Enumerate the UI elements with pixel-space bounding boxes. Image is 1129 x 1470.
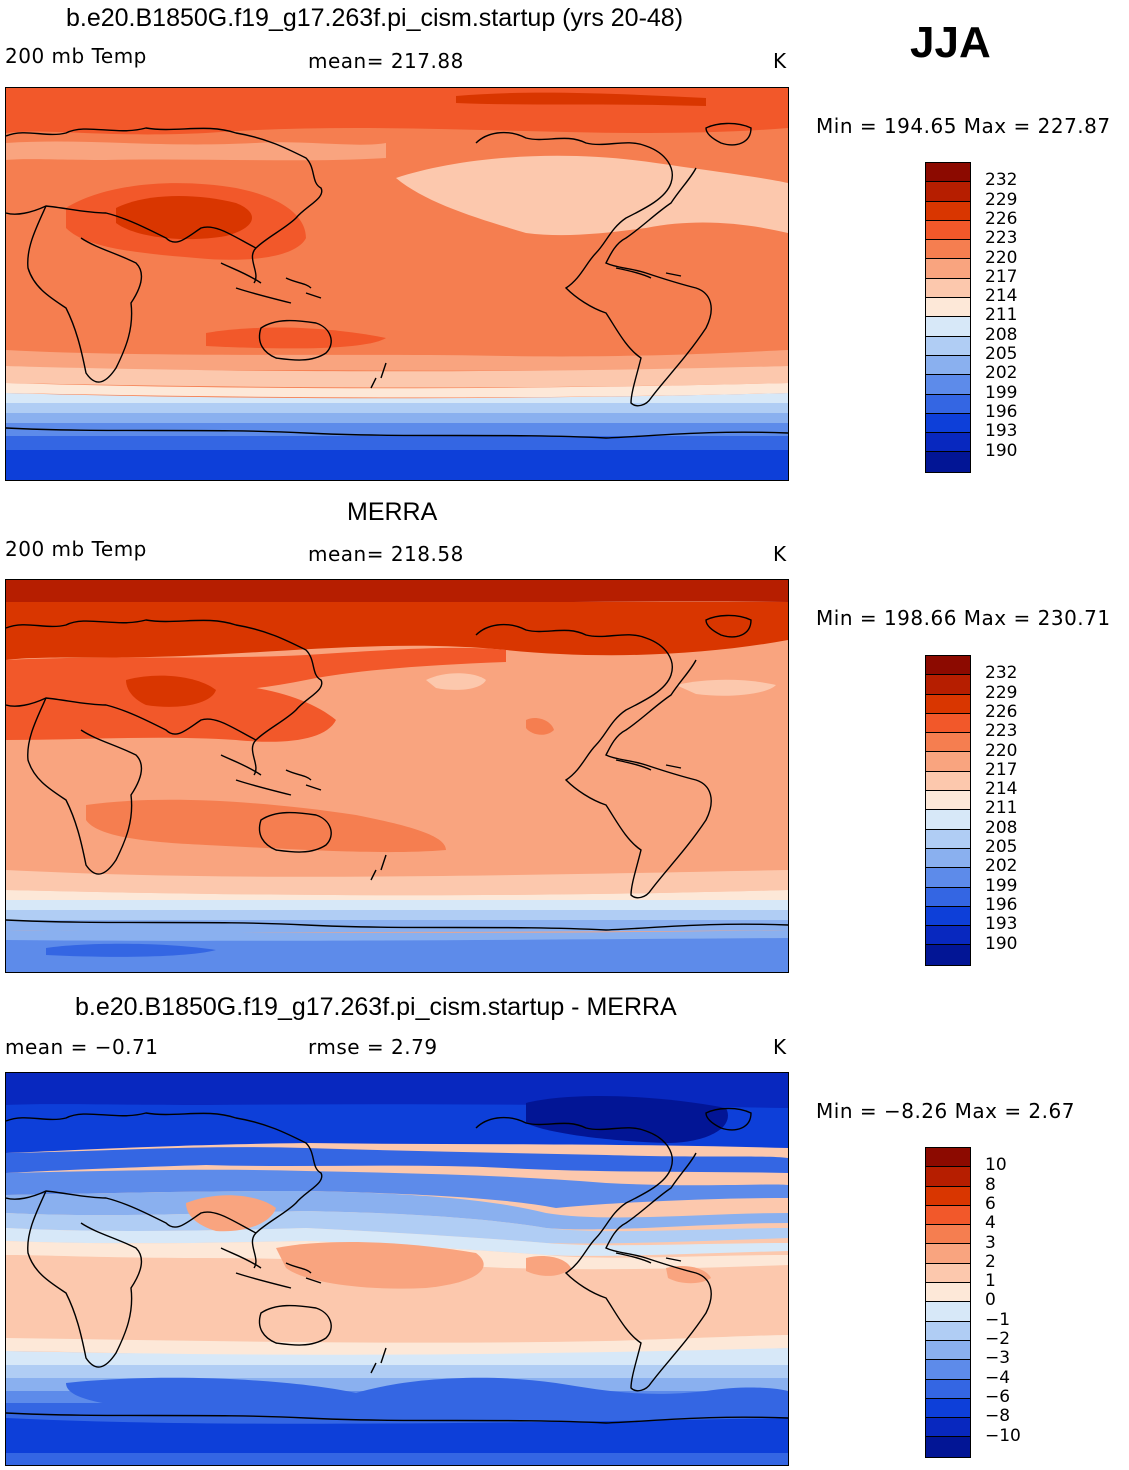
colorbar-tick-label: 229 bbox=[985, 189, 1018, 210]
colorbar-tick-label: 223 bbox=[985, 721, 1018, 742]
panel-2-mean: mean= 218.58 bbox=[308, 542, 464, 566]
panel-3-minmax: Min = −8.26 Max = 2.67 bbox=[816, 1099, 1075, 1123]
colorbar-tick-label: 214 bbox=[985, 779, 1018, 800]
panel-1-map bbox=[5, 87, 789, 481]
panel-3-mean: mean = −0.71 bbox=[5, 1035, 159, 1059]
panel-2-units: K bbox=[773, 542, 787, 566]
colorbar-tick-label: 205 bbox=[985, 344, 1018, 364]
panel-1-minmax: Min = 194.65 Max = 227.87 bbox=[816, 114, 1111, 138]
panel-1-colorbar bbox=[925, 162, 971, 473]
colorbar-tick-label: −4 bbox=[985, 1367, 1011, 1388]
colorbar-tick-label: 190 bbox=[985, 933, 1018, 954]
colorbar-tick-label: 232 bbox=[985, 170, 1018, 191]
panel-2-contour-field bbox=[6, 580, 788, 972]
colorbar-tick-label: 8 bbox=[985, 1174, 996, 1195]
panel-2-colorbar bbox=[925, 655, 971, 966]
colorbar-tick-label: 214 bbox=[985, 286, 1018, 307]
colorbar-tick-label: 1 bbox=[985, 1271, 996, 1292]
colorbar-tick-label: 217 bbox=[985, 759, 1018, 780]
panel-3-contour-field bbox=[6, 1073, 788, 1465]
colorbar-tick-label: 2 bbox=[985, 1251, 996, 1272]
colorbar-tick-label: 211 bbox=[985, 305, 1018, 326]
colorbar-tick-label: 220 bbox=[985, 740, 1018, 761]
colorbar-tick-label: 229 bbox=[985, 682, 1018, 703]
colorbar-tick-label: 6 bbox=[985, 1193, 996, 1214]
colorbar-tick-label: 193 bbox=[985, 914, 1018, 935]
colorbar-tick-label: 211 bbox=[985, 798, 1018, 819]
colorbar-tick-label: 232 bbox=[985, 663, 1018, 684]
panel-2-map bbox=[5, 579, 789, 973]
colorbar-tick-label: −2 bbox=[985, 1329, 1011, 1349]
colorbar-tick-label: 10 bbox=[985, 1155, 1007, 1176]
panel-3-title: b.e20.B1850G.f19_g17.263f.pi_cism.startu… bbox=[75, 993, 677, 1021]
colorbar-tick-label: 202 bbox=[985, 856, 1018, 877]
colorbar-tick-label: −8 bbox=[985, 1406, 1011, 1427]
colorbar-tick-label: 205 bbox=[985, 837, 1018, 857]
colorbar-tick-label: −6 bbox=[985, 1386, 1011, 1407]
colorbar-tick-label: 226 bbox=[985, 208, 1018, 229]
colorbar-tick-label: 226 bbox=[985, 701, 1018, 722]
colorbar-tick-label: 196 bbox=[985, 401, 1018, 422]
panel-3-colorbar bbox=[925, 1147, 971, 1458]
colorbar-tick-label: −3 bbox=[985, 1348, 1011, 1369]
colorbar-tick-label: 208 bbox=[985, 324, 1018, 345]
colorbar-tick-label: 0 bbox=[985, 1290, 996, 1311]
colorbar-tick-label: 199 bbox=[985, 382, 1018, 403]
colorbar-tick-label: 4 bbox=[985, 1213, 996, 1234]
panel-1-units: K bbox=[773, 49, 787, 73]
panel-1-left-label: 200 mb Temp bbox=[5, 44, 147, 68]
colorbar-tick-label: 190 bbox=[985, 440, 1018, 461]
colorbar-tick-label: 208 bbox=[985, 817, 1018, 838]
colorbar-tick-label: 223 bbox=[985, 228, 1018, 249]
panel-3-rmse: rmse = 2.79 bbox=[308, 1035, 438, 1059]
panel-1-contour-field bbox=[6, 88, 788, 480]
colorbar-tick-label: 217 bbox=[985, 266, 1018, 287]
colorbar-tick-label: −10 bbox=[985, 1425, 1021, 1446]
panel-2-minmax: Min = 198.66 Max = 230.71 bbox=[816, 606, 1111, 630]
panel-3-units: K bbox=[773, 1035, 787, 1059]
colorbar-tick-label: 196 bbox=[985, 894, 1018, 915]
colorbar-tick-label: 3 bbox=[985, 1232, 996, 1253]
colorbar-tick-label: −1 bbox=[985, 1309, 1011, 1330]
panel-1-mean: mean= 217.88 bbox=[308, 49, 464, 73]
colorbar-tick-label: 193 bbox=[985, 421, 1018, 442]
colorbar-tick-label: 202 bbox=[985, 363, 1018, 384]
panel-2-title: MERRA bbox=[347, 498, 438, 526]
season-label: JJA bbox=[910, 18, 991, 67]
colorbar-tick-label: 220 bbox=[985, 247, 1018, 268]
colorbar-tick-label: 199 bbox=[985, 875, 1018, 896]
panel-2-left-label: 200 mb Temp bbox=[5, 537, 147, 561]
panel-1-title: b.e20.B1850G.f19_g17.263f.pi_cism.startu… bbox=[66, 4, 684, 32]
panel-3-map bbox=[5, 1072, 789, 1466]
